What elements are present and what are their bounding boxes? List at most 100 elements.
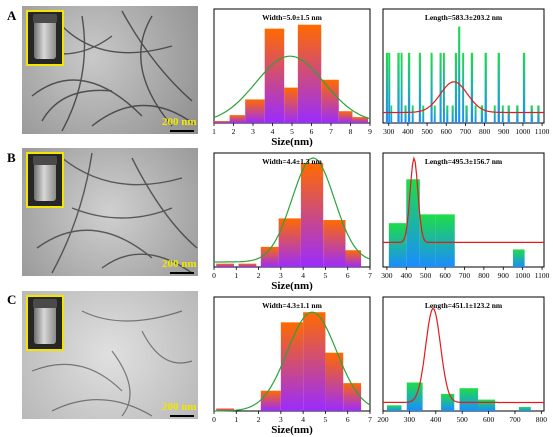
histogram-bar bbox=[522, 52, 526, 123]
x-axis-label: Size(nm) bbox=[271, 280, 313, 292]
histogram-bar bbox=[497, 52, 500, 123]
fiber-texture-c bbox=[31, 310, 193, 417]
x-tick-label: 300 bbox=[404, 415, 416, 424]
vial-photo-a bbox=[26, 10, 64, 66]
x-tick-label: 200 bbox=[377, 415, 389, 424]
histogram-bar bbox=[480, 105, 484, 123]
histogram-bar bbox=[216, 263, 235, 267]
histogram-bar bbox=[537, 105, 540, 123]
x-tick-label: 7 bbox=[368, 271, 372, 280]
x-tick-label: 1100 bbox=[535, 127, 550, 136]
histogram-bar bbox=[454, 52, 457, 123]
x-tick-label: 500 bbox=[421, 127, 433, 136]
histogram-bar bbox=[407, 52, 411, 123]
tem-image-b: 200 nm bbox=[22, 148, 198, 276]
x-tick-label: 400 bbox=[430, 415, 442, 424]
histogram-bar bbox=[260, 390, 281, 411]
histogram-bar bbox=[323, 220, 346, 267]
x-tick-label: 0 bbox=[212, 271, 216, 280]
x-tick-label: 1 bbox=[234, 415, 238, 424]
histogram-bar bbox=[397, 52, 400, 123]
x-tick-label: 5 bbox=[290, 127, 294, 136]
vial-photo-b bbox=[26, 152, 64, 208]
histogram-bar bbox=[507, 105, 510, 123]
x-tick-label: 700 bbox=[509, 415, 521, 424]
histogram-bar bbox=[442, 52, 445, 123]
fit-curve bbox=[214, 311, 371, 412]
histogram-bar bbox=[459, 388, 479, 411]
x-tick-label: 500 bbox=[420, 271, 432, 280]
histogram-bar bbox=[229, 115, 246, 123]
histogram-bar bbox=[446, 105, 449, 123]
x-tick-label: 7 bbox=[329, 127, 333, 136]
histogram-bar bbox=[300, 163, 324, 267]
x-tick-label: 1100 bbox=[535, 271, 550, 280]
histogram-bar bbox=[303, 312, 326, 411]
histogram-bar bbox=[435, 214, 455, 267]
panel-label-c: C bbox=[7, 292, 17, 307]
histogram-bar bbox=[451, 105, 454, 123]
x-tick-label: 2 bbox=[232, 127, 236, 136]
histogram-bar bbox=[245, 99, 265, 123]
histogram-bar bbox=[264, 28, 285, 123]
x-tick-label: 6 bbox=[310, 127, 314, 136]
vial-photo-c bbox=[26, 295, 64, 351]
histogram-bar bbox=[478, 399, 496, 411]
histogram-bar bbox=[238, 263, 257, 267]
histogram-bar bbox=[433, 105, 436, 123]
x-tick-label: 800 bbox=[536, 415, 548, 424]
fit-curve bbox=[213, 55, 371, 120]
histogram-width-b: 0 1 2 3 4 5 6 7 Width=4.4±1.3 nm Size(nm) bbox=[212, 152, 372, 292]
x-tick-label: 5 bbox=[324, 415, 328, 424]
histogram-bar bbox=[214, 121, 230, 123]
x-tick-label: 4 bbox=[271, 127, 275, 136]
x-tick-label: 5 bbox=[324, 271, 328, 280]
x-tick-label: 600 bbox=[441, 127, 453, 136]
histogram-length-b: 300 400 500 600 700 800 900 1000 1100 Length=495.… bbox=[381, 152, 550, 280]
histogram-bar bbox=[345, 250, 362, 267]
scale-bar-b bbox=[170, 272, 194, 274]
histogram-bar bbox=[493, 105, 496, 123]
histogram-bar bbox=[465, 105, 468, 123]
histogram-bar bbox=[530, 105, 533, 123]
x-tick-label: 600 bbox=[483, 415, 495, 424]
scale-bar-c bbox=[170, 415, 194, 417]
histogram-bar bbox=[458, 26, 461, 124]
histogram-bar bbox=[441, 393, 455, 411]
histogram-bar bbox=[439, 52, 442, 123]
histogram-bar bbox=[518, 407, 531, 411]
histogram-bar bbox=[474, 105, 477, 123]
histogram-bar bbox=[484, 52, 487, 123]
x-tick-label: 500 bbox=[457, 415, 469, 424]
chart-title: Width=4.4±1.3 nm bbox=[262, 157, 322, 166]
histogram-bar bbox=[411, 105, 414, 123]
x-tick-label: 800 bbox=[479, 127, 491, 136]
x-tick-label: 300 bbox=[381, 271, 393, 280]
fit-curve bbox=[383, 307, 544, 404]
x-tick-label: 7 bbox=[368, 415, 372, 424]
scale-bar-label-c: 200 nm bbox=[162, 401, 197, 413]
scale-bar-label-a: 200 nm bbox=[162, 116, 197, 128]
x-tick-label: 2 bbox=[257, 271, 261, 280]
tem-image-c: 200 nm bbox=[22, 291, 198, 419]
chart-title: Length=583.3±203.2 nm bbox=[425, 13, 503, 22]
histogram-bar bbox=[512, 249, 525, 267]
histogram-bar bbox=[388, 223, 407, 267]
histogram-bar bbox=[260, 246, 279, 267]
x-tick-label: 300 bbox=[383, 127, 395, 136]
histogram-bar bbox=[343, 383, 362, 411]
histogram-bar bbox=[386, 405, 402, 411]
panel-label-b: B bbox=[7, 150, 16, 165]
histogram-bar bbox=[297, 24, 322, 124]
histogram-bar bbox=[406, 382, 423, 411]
fiber-texture-b bbox=[36, 152, 198, 274]
x-tick-label: 6 bbox=[346, 271, 350, 280]
histogram-bar bbox=[216, 408, 235, 411]
histogram-bar bbox=[278, 218, 301, 267]
x-tick-label: 700 bbox=[459, 271, 471, 280]
x-tick-label: 800 bbox=[478, 271, 490, 280]
histogram-bar bbox=[321, 79, 339, 123]
x-tick-label: 700 bbox=[460, 127, 472, 136]
x-axis-label: Size(nm) bbox=[271, 136, 313, 148]
